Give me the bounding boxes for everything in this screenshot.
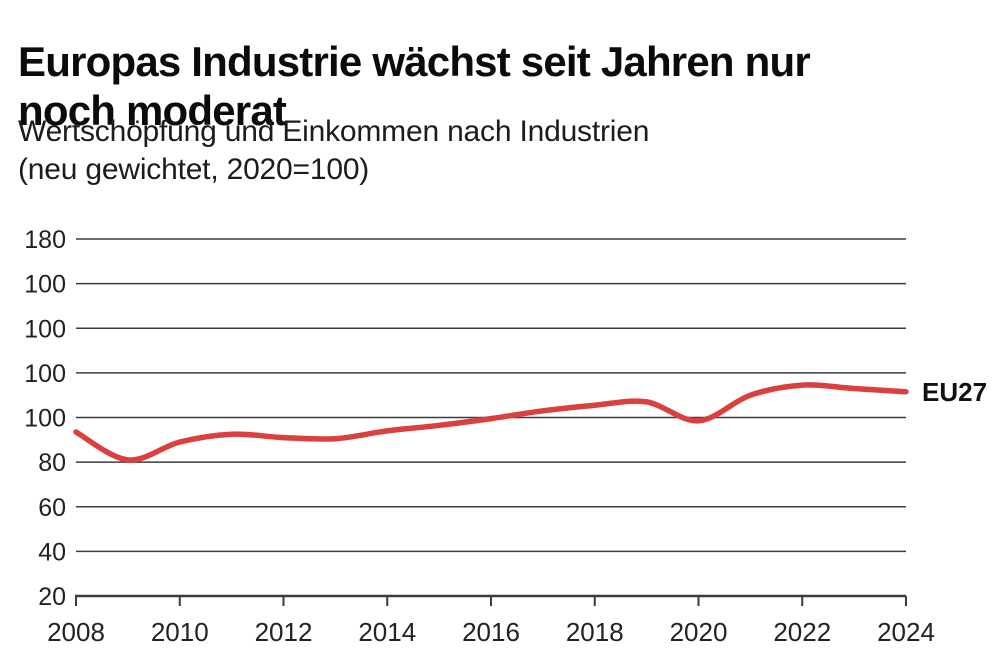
x-axis-tick-label: 2012 — [255, 617, 313, 647]
y-axis-tick-label: 20 — [38, 583, 66, 611]
x-axis-tick-label: 2020 — [670, 617, 728, 647]
y-axis-tick-label: 60 — [38, 494, 66, 522]
x-axis-tick-label: 2010 — [151, 617, 209, 647]
y-axis-tick-label: 180 — [24, 226, 66, 254]
x-axis-tick-label: 2022 — [773, 617, 831, 647]
x-axis-tick-label: 2008 — [47, 617, 105, 647]
x-axis-tick-label: 2014 — [358, 617, 416, 647]
chart-title-line2: noch moderat — [18, 86, 287, 134]
x-axis-tick-label: 2024 — [877, 617, 935, 647]
chart-title-line1: Europas Industrie wächst seit Jahren nur — [18, 38, 811, 86]
y-axis-tick-label: 100 — [24, 315, 66, 343]
y-axis-tick-label: 100 — [24, 271, 66, 299]
y-axis-tick-label: 100 — [24, 405, 66, 433]
chart-title: Europas Industrie wächst seit Jahren nur… — [18, 38, 978, 135]
series-line-eu27 — [73, 382, 909, 463]
chart-subtitle: Wertschöpfung und Einkommen nach Industr… — [18, 113, 978, 190]
y-axis-tick-label: 80 — [38, 449, 66, 477]
x-axis-tick-label: 2016 — [462, 617, 520, 647]
series-label-eu27: EU27 — [922, 377, 987, 407]
y-axis-tick-label: 40 — [38, 538, 66, 566]
chart-subtitle-line2: (neu gewichtet, 2020=100) — [18, 153, 370, 187]
x-axis-tick-label: 2018 — [566, 617, 624, 647]
y-axis-tick-label: 100 — [24, 360, 66, 388]
chart-subtitle-line1: Wertschöpfung und Einkommen nach Industr… — [18, 115, 650, 148]
